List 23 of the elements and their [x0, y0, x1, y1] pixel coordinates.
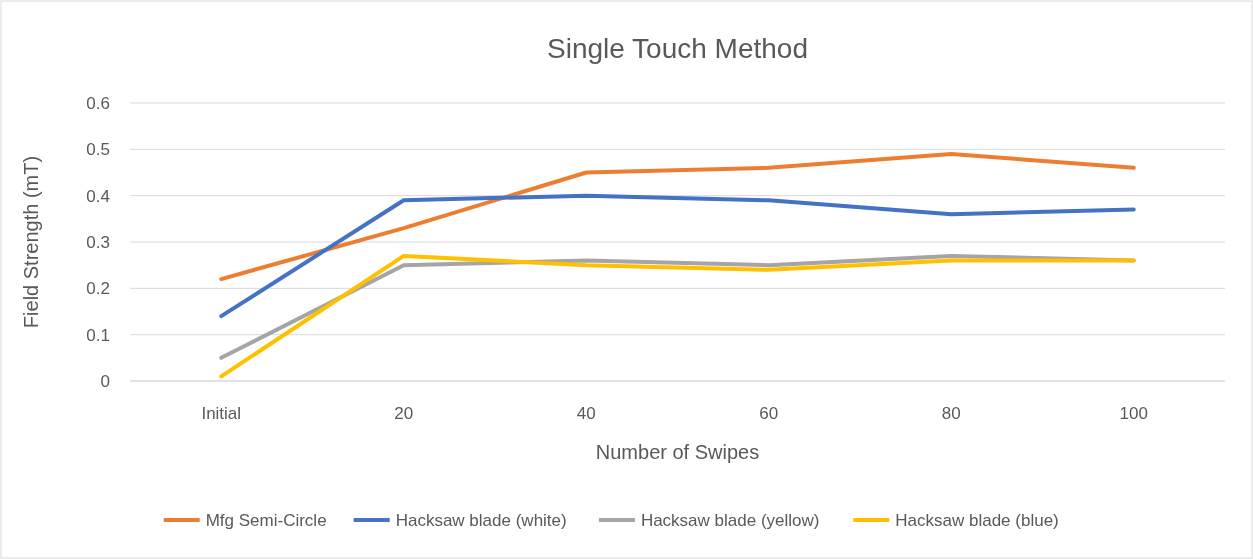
y-tick-label: 0.5 [86, 140, 110, 160]
y-tick-label: 0.4 [86, 186, 110, 206]
x-tick-label: 20 [394, 404, 414, 423]
y-tick-label: 0 [100, 372, 110, 391]
legend-label: Mfg Semi-Circle [205, 511, 327, 530]
y-tick-label: 0.1 [86, 325, 110, 345]
legend-label: Hacksaw blade (white) [395, 511, 567, 530]
x-tick-label: Initial [201, 404, 242, 423]
y-tick-label: 0.2 [86, 279, 110, 299]
x-tick-label: 100 [1119, 404, 1148, 423]
y-axis-title: Field Strength (mT) [20, 155, 42, 329]
line-series [219, 193, 1136, 319]
legend-label: Hacksaw blade (blue) [895, 511, 1059, 530]
x-axis-title: Number of Swipes [595, 441, 760, 463]
x-tick-label: 60 [759, 404, 779, 423]
y-tick-label: 0.3 [86, 233, 110, 252]
chart-title: Single Touch Method [547, 33, 808, 64]
x-tick-label: 80 [941, 404, 961, 423]
line-series [219, 253, 1136, 379]
x-tick-label: 40 [576, 404, 596, 423]
legend-label: Hacksaw blade (yellow) [640, 511, 820, 530]
y-tick-label: 0.6 [86, 94, 110, 113]
line-series [219, 151, 1136, 282]
